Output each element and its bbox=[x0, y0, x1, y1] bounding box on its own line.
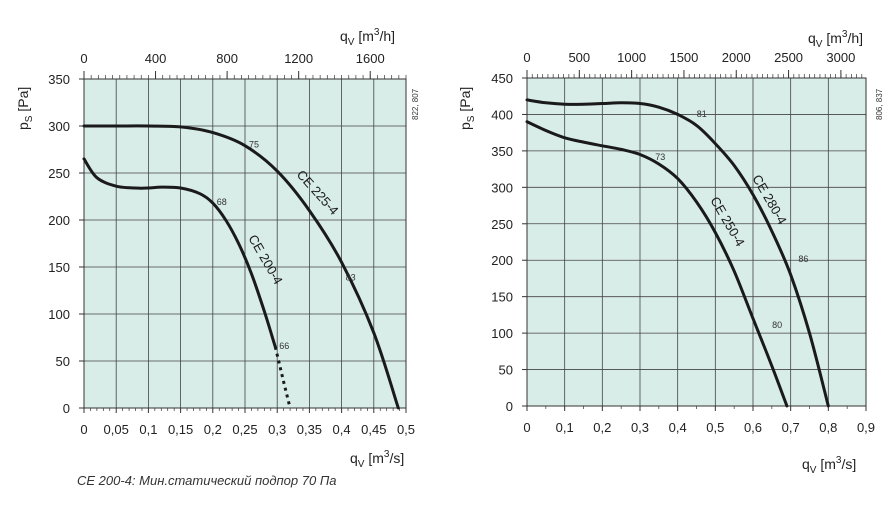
plot-frame bbox=[83, 78, 407, 409]
y-tick-label: 100 bbox=[48, 307, 70, 322]
y-tick-label: 350 bbox=[491, 144, 513, 159]
chart-2: 0 0,1 0,2 0,3 0,4 0,5 0,6 0,7 0,8 0,9 0 50 100 150 200… bbox=[457, 29, 884, 476]
x2-tick-label: 400 bbox=[145, 51, 167, 66]
x2-tick-label: 3000 bbox=[826, 50, 855, 65]
point-annotation: 68 bbox=[217, 197, 227, 207]
point-annotation: 83 bbox=[346, 272, 356, 282]
point-annotation: 66 bbox=[279, 341, 289, 351]
y-tick-label: 0 bbox=[63, 401, 70, 416]
point-annotation: 81 bbox=[697, 109, 707, 119]
x-tick-label: 0,4 bbox=[669, 420, 687, 435]
y-tick-label: 450 bbox=[491, 71, 513, 86]
x-tick-label: 0,8 bbox=[819, 420, 837, 435]
y-tick-label: 350 bbox=[48, 72, 70, 87]
series-line-1 bbox=[525, 120, 789, 408]
y-tick-label: 300 bbox=[491, 180, 513, 195]
plot-frame bbox=[526, 77, 867, 407]
y-tick-label: 100 bbox=[491, 326, 513, 341]
side-code: 806, 837 bbox=[875, 88, 884, 120]
x-tick-label: 0,7 bbox=[782, 420, 800, 435]
series-line-3 bbox=[82, 124, 400, 410]
x2-tick-label: 800 bbox=[216, 51, 238, 66]
x-tick-label: 0,6 bbox=[744, 420, 762, 435]
y-tick-label: 150 bbox=[48, 260, 70, 275]
x-tick-label: 0,5 bbox=[706, 420, 724, 435]
x2-tick-label: 1600 bbox=[356, 51, 385, 66]
y-tick-label: 400 bbox=[491, 107, 513, 122]
point-annotation: 73 bbox=[655, 152, 665, 162]
x-tick-label: 0,35 bbox=[297, 422, 322, 437]
y-axis-title: pS [Pa] bbox=[457, 87, 477, 130]
x-tick-label: 0,3 bbox=[268, 422, 286, 437]
point-annotation: 86 bbox=[798, 254, 808, 264]
x-tick-label: 0,2 bbox=[593, 420, 611, 435]
x2-tick-label: 0 bbox=[80, 51, 87, 66]
x2-tick-label: 1200 bbox=[284, 51, 313, 66]
x-axis-title: qV [m3/s] bbox=[802, 455, 856, 476]
y-tick-label: 250 bbox=[48, 166, 70, 181]
x-tick-label: 0,9 bbox=[857, 420, 875, 435]
x2-axis-title: qV [m3/h] bbox=[808, 29, 863, 50]
y-tick-label: 50 bbox=[499, 363, 513, 378]
x2-tick-label: 1500 bbox=[669, 50, 698, 65]
point-annotation: 80 bbox=[772, 320, 782, 330]
x2-tick-label: 2500 bbox=[774, 50, 803, 65]
y-tick-label: 200 bbox=[491, 253, 513, 268]
y-tick-label: 200 bbox=[48, 213, 70, 228]
y-tick-label: 250 bbox=[491, 217, 513, 232]
y-axis-title: pS [Pa] bbox=[15, 87, 35, 130]
x-axis-title: qV [m3/s] bbox=[350, 449, 404, 470]
x-tick-label: 0,15 bbox=[168, 422, 193, 437]
series-line-1 bbox=[82, 157, 277, 349]
side-code: 822, 807 bbox=[411, 88, 420, 120]
x-tick-label: 0,1 bbox=[556, 420, 574, 435]
x2-axis-title: qV [m3/h] bbox=[340, 27, 395, 48]
y-tick-label: 300 bbox=[48, 119, 70, 134]
y-tick-label: 50 bbox=[56, 354, 70, 369]
plot-area bbox=[527, 78, 866, 406]
x-tick-label: 0,3 bbox=[631, 420, 649, 435]
y-tick-label: 0 bbox=[506, 399, 513, 414]
series-line-2 bbox=[273, 346, 292, 409]
x2-tick-label: 2000 bbox=[722, 50, 751, 65]
x-tick-label: 0,4 bbox=[333, 422, 351, 437]
x-tick-label: 0,1 bbox=[139, 422, 157, 437]
chart-caption: CE 200-4: Мин.статический подпор 70 Па bbox=[77, 473, 337, 488]
x-tick-label: 0,05 bbox=[104, 422, 129, 437]
x-tick-label: 0 bbox=[80, 422, 87, 437]
x2-tick-label: 1000 bbox=[617, 50, 646, 65]
x-tick-label: 0 bbox=[523, 420, 530, 435]
x-tick-label: 0,2 bbox=[204, 422, 222, 437]
series-line-2 bbox=[525, 98, 830, 408]
x2-tick-label: 0 bbox=[523, 50, 530, 65]
x-tick-label: 0,45 bbox=[361, 422, 386, 437]
x-tick-label: 0,25 bbox=[232, 422, 257, 437]
x-tick-label: 0,5 bbox=[397, 422, 415, 437]
y-tick-label: 150 bbox=[491, 290, 513, 305]
chart-1: 0 0,05 0,1 0,15 0,2 0,25 0,3 0,35 0,4 0,45 0,5 0 50 1… bbox=[15, 27, 420, 470]
x2-tick-label: 500 bbox=[568, 50, 590, 65]
point-annotation: 75 bbox=[249, 140, 259, 150]
